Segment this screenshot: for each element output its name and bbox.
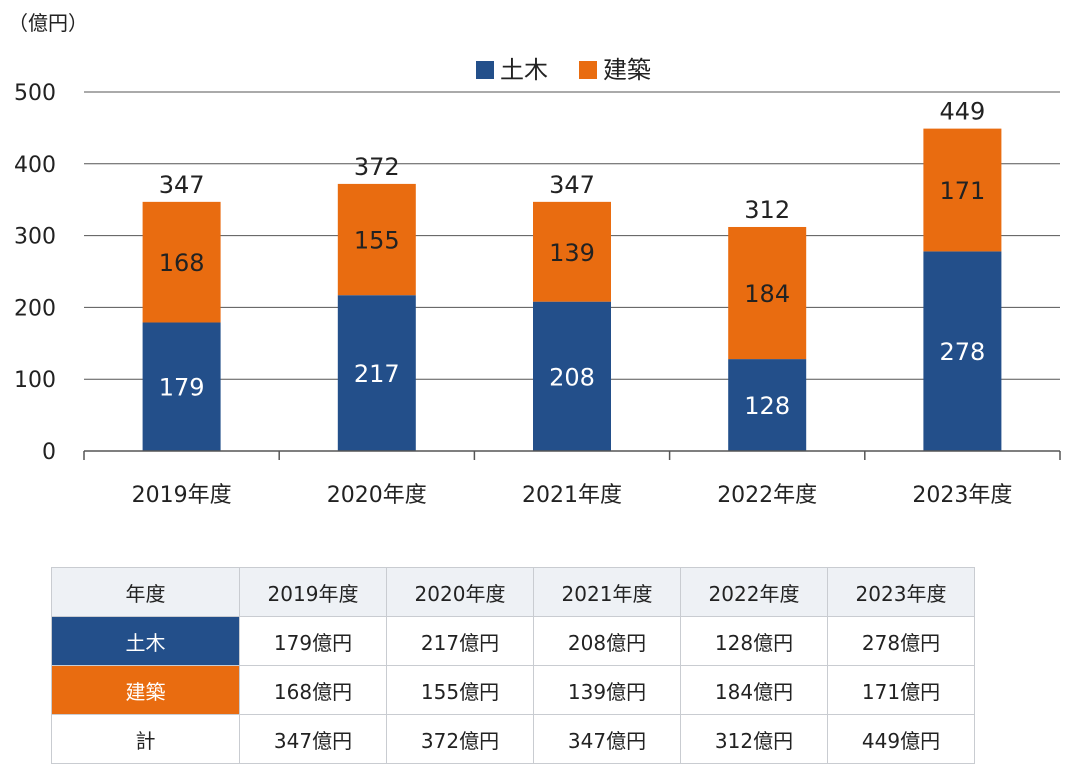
- bar-segment: [728, 226, 807, 360]
- table-cell: 217億円: [386, 616, 534, 666]
- y-tick-label: 200: [14, 296, 56, 321]
- legend-label-building: 建築: [603, 56, 651, 84]
- data-label: 171: [939, 177, 985, 205]
- row-label-total: 計: [51, 714, 240, 764]
- table-cell: 449億円: [827, 714, 975, 764]
- table-row: 土木 179億円 217億円 208億円 128億円 278億円: [51, 616, 975, 666]
- table-cell: 347億円: [533, 714, 681, 764]
- row-label-building: 建築: [51, 665, 240, 715]
- legend-label-civil: 土木: [500, 56, 548, 84]
- bar-segment: [923, 251, 1002, 451]
- y-tick-label: 0: [42, 440, 56, 465]
- y-tick-label: 300: [14, 225, 56, 250]
- table-cell: 179億円: [239, 616, 387, 666]
- x-tick-label: 2023年度: [912, 483, 1012, 508]
- total-label: 449: [939, 98, 985, 126]
- total-label: 347: [549, 171, 595, 199]
- legend: 土木 建築: [476, 56, 651, 84]
- y-axis: 0 100 200 300 400 500: [14, 81, 56, 465]
- data-table: 年度 2019年度 2020年度 2021年度 2022年度 2023年度 土木…: [51, 567, 975, 764]
- data-label: 128: [744, 392, 790, 420]
- total-label: 372: [354, 153, 400, 181]
- table-header-row: 年度 2019年度 2020年度 2021年度 2022年度 2023年度: [51, 567, 975, 617]
- bar-segment: [337, 295, 416, 451]
- table-row: 計 347億円 372億円 347億円 312億円 449億円: [51, 714, 975, 764]
- x-axis: 2019年度 2020年度 2021年度 2022年度 2023年度: [83, 450, 1061, 508]
- y-tick-label: 400: [14, 153, 56, 178]
- table-header-cell: 2021年度: [533, 567, 681, 617]
- table-cell: 184億円: [680, 665, 828, 715]
- x-tick-label: 2019年度: [132, 483, 232, 508]
- bar-segment: [142, 201, 221, 323]
- data-label: 278: [939, 338, 985, 366]
- data-label: 208: [549, 363, 595, 391]
- unit-label: （億円）: [8, 11, 88, 35]
- data-label: 155: [354, 227, 400, 255]
- table-header-cell: 2019年度: [239, 567, 387, 617]
- table-cell: 168億円: [239, 665, 387, 715]
- x-tick-label: 2020年度: [327, 483, 427, 508]
- x-tick-label: 2022年度: [717, 483, 817, 508]
- table-cell: 347億円: [239, 714, 387, 764]
- legend-swatch-civil: [476, 61, 494, 79]
- bar-segment: [923, 128, 1002, 252]
- bar-segment: [533, 301, 611, 451]
- table-cell: 171億円: [827, 665, 975, 715]
- bar-segment: [337, 183, 416, 296]
- data-label: 179: [159, 374, 205, 402]
- table-cell: 312億円: [680, 714, 828, 764]
- legend-swatch-building: [579, 61, 597, 79]
- table-cell: 155億円: [386, 665, 534, 715]
- y-tick-label: 100: [14, 368, 56, 393]
- table-cell: 139億円: [533, 665, 681, 715]
- table-cell: 208億円: [533, 616, 681, 666]
- table-header-cell: 2022年度: [680, 567, 828, 617]
- table-cell: 278億円: [827, 616, 975, 666]
- total-label: 347: [159, 171, 205, 199]
- y-tick-label: 500: [14, 81, 56, 106]
- row-label-civil: 土木: [51, 616, 240, 666]
- table-header-cell: 2020年度: [386, 567, 534, 617]
- table-header-cell: 年度: [51, 567, 240, 617]
- table-cell: 372億円: [386, 714, 534, 764]
- stacked-bar-chart: （億円） 土木 建築 0 100 200 300 400 500 179 168 347 217…: [8, 11, 1061, 508]
- total-label: 312: [744, 196, 790, 224]
- bar-segment: [142, 322, 221, 451]
- table-row: 建築 168億円 155億円 139億円 184億円 171億円: [51, 665, 975, 715]
- data-label: 139: [549, 239, 595, 267]
- data-label: 168: [159, 249, 205, 277]
- bar-segment: [728, 359, 807, 451]
- data-label: 184: [744, 280, 790, 308]
- data-label: 217: [354, 360, 400, 388]
- table-header-cell: 2023年度: [827, 567, 975, 617]
- x-tick-label: 2021年度: [522, 483, 622, 508]
- table-cell: 128億円: [680, 616, 828, 666]
- bar-segment: [533, 201, 611, 302]
- bars: 179 168 347 217 155 372 208 139 347 128 184 312 278 1…: [142, 98, 1002, 451]
